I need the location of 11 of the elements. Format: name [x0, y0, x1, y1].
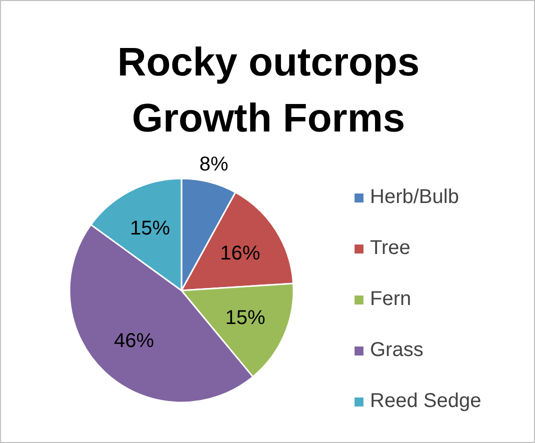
data-label: 15% — [225, 307, 266, 330]
data-label: 8% — [199, 154, 228, 176]
legend-label: Fern — [370, 288, 412, 311]
chart-title: Rocky outcrops Growth Forms — [117, 40, 420, 140]
legend-label: Tree — [370, 237, 410, 260]
data-label: 15% — [130, 218, 170, 240]
legend-label: Grass — [370, 339, 424, 362]
legend-label: Reed Sedge — [370, 390, 482, 413]
legend-label: Herb/Bulb — [370, 186, 459, 209]
data-label: 16% — [220, 242, 260, 264]
data-label: 46% — [114, 330, 154, 352]
